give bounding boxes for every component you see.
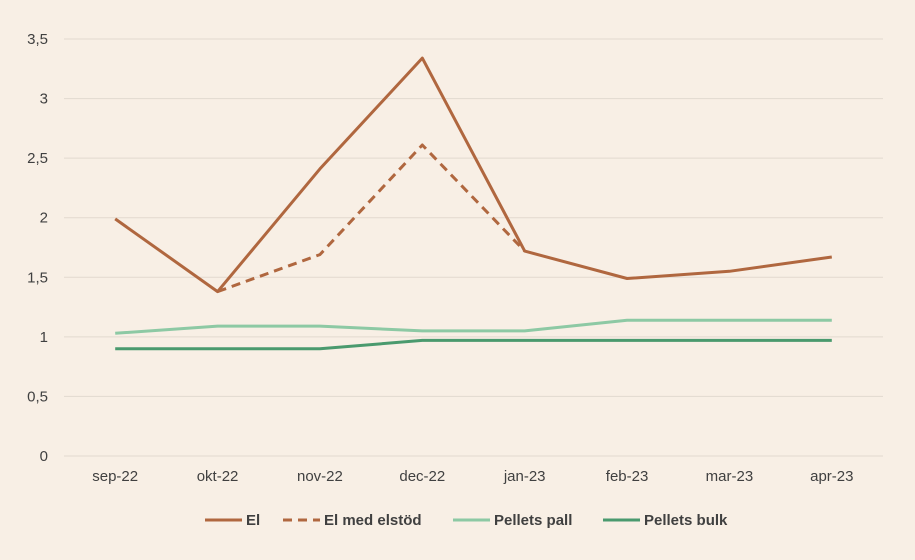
legend-label: Pellets bulk — [644, 512, 728, 529]
y-tick-label: 2,5 — [27, 150, 48, 167]
y-axis-ticks: 0 0,5 1 1,5 2 2,5 3 3,5 — [27, 31, 48, 465]
x-axis-ticks: sep-22 okt-22 nov-22 dec-22 jan-23 feb-23 mar-… — [92, 468, 853, 485]
x-tick-label: sep-22 — [92, 468, 138, 485]
x-tick-label: feb-23 — [606, 468, 649, 485]
series-line-pellets-pall — [115, 318, 832, 335]
legend: El El med elstöd Pellets pall Pellets bulk — [205, 512, 728, 529]
legend-label: El — [246, 512, 260, 529]
y-tick-label: 2 — [40, 210, 48, 227]
y-tick-label: 3 — [40, 91, 48, 108]
legend-label: Pellets pall — [494, 512, 572, 529]
y-tick-label: 0,5 — [27, 388, 48, 405]
x-tick-label: nov-22 — [297, 468, 343, 485]
series-lines — [114, 56, 833, 351]
x-tick-label: jan-23 — [503, 468, 546, 485]
x-tick-label: dec-22 — [399, 468, 445, 485]
y-tick-label: 3,5 — [27, 31, 48, 48]
series-line-el — [114, 56, 833, 294]
y-tick-label: 1,5 — [27, 269, 48, 286]
legend-label: El med elstöd — [324, 512, 422, 529]
x-tick-label: apr-23 — [810, 468, 853, 485]
y-tick-label: 1 — [40, 329, 48, 346]
series-line-el-med-elst-d — [217, 143, 526, 294]
y-tick-label: 0 — [40, 448, 48, 465]
series-line-pellets-bulk — [115, 338, 832, 351]
x-tick-label: okt-22 — [197, 468, 239, 485]
gridlines — [64, 38, 883, 457]
x-tick-label: mar-23 — [706, 468, 754, 485]
